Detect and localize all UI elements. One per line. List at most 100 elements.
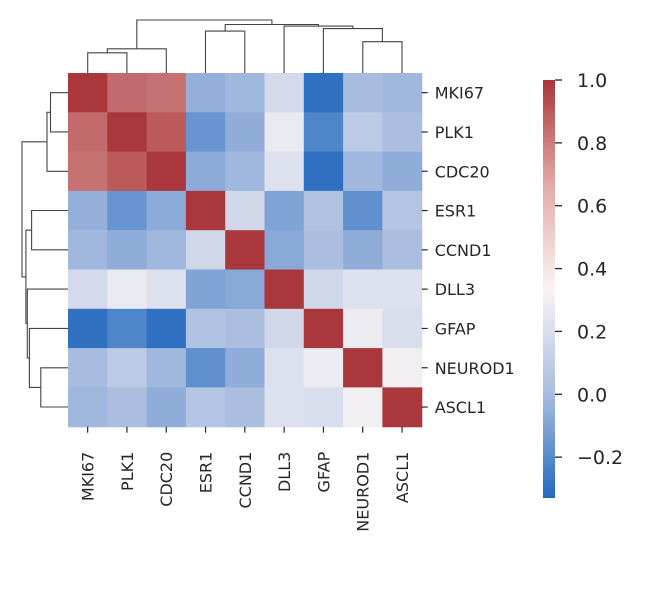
heatmap-cell-plk1-gfap bbox=[303, 112, 344, 153]
heatmap-cell-neurod1-ccnd1 bbox=[225, 348, 266, 388]
heatmap-cell-ascl1-ascl1 bbox=[382, 387, 423, 428]
heatmap-cell-ccnd1-esr1 bbox=[185, 230, 226, 271]
heatmap-cell-dll3-esr1 bbox=[185, 269, 226, 310]
heatmap-cell-gfap-neurod1 bbox=[343, 308, 383, 349]
heatmap-cell-ccnd1-ccnd1 bbox=[225, 230, 266, 271]
heatmap-cell-ascl1-cdc20 bbox=[146, 387, 187, 428]
heatmap-cell-ccnd1-ascl1 bbox=[382, 230, 423, 271]
heatmap-cell-plk1-plk1 bbox=[107, 112, 148, 153]
column-dendrogram-link bbox=[204, 30, 246, 73]
colorbar-tick-label: 0.0 bbox=[577, 384, 607, 406]
heatmap-cell-gfap-plk1 bbox=[107, 308, 148, 349]
row-dendrogram-link bbox=[28, 327, 68, 388]
heatmap-cell-ascl1-dll3 bbox=[264, 387, 305, 428]
column-label-neurod1: NEUROD1 bbox=[354, 452, 373, 532]
column-dendrogram-link bbox=[362, 41, 403, 73]
heatmap-cell-mki67-gfap bbox=[303, 73, 344, 113]
heatmap-cell-ascl1-ccnd1 bbox=[225, 387, 266, 428]
heatmap-cell-ccnd1-plk1 bbox=[107, 230, 148, 271]
colorbar-tick-label: 0.8 bbox=[577, 133, 607, 155]
heatmap-cell-mki67-ascl1 bbox=[382, 73, 423, 113]
heatmap-cell-esr1-ccnd1 bbox=[225, 190, 266, 231]
heatmap-cell-neurod1-esr1 bbox=[185, 348, 226, 388]
row-dendrogram-link bbox=[26, 288, 68, 359]
column-label-gfap: GFAP bbox=[314, 451, 333, 492]
heatmap-cell-ascl1-esr1 bbox=[185, 387, 226, 428]
heatmap-cell-plk1-mki67 bbox=[68, 112, 108, 153]
column-dendrogram-link bbox=[136, 19, 273, 49]
column-label-plk1: PLK1 bbox=[118, 452, 137, 491]
heatmap-cell-plk1-neurod1 bbox=[343, 112, 383, 153]
row-label-dll3: DLL3 bbox=[435, 280, 475, 299]
heatmap-cell-dll3-mki67 bbox=[68, 269, 108, 310]
column-dendrogram-link bbox=[224, 23, 320, 32]
heatmap-cell-mki67-plk1 bbox=[107, 73, 148, 113]
heatmap-cell-ccnd1-mki67 bbox=[68, 230, 108, 271]
colorbar-tick-label: −0.2 bbox=[577, 447, 623, 469]
heatmap-cell-dll3-cdc20 bbox=[146, 269, 187, 310]
colorbar: 1.0 0.8 0.6 0.4 0.2 0.0 −0.2 bbox=[543, 70, 623, 498]
heatmap-cell-gfap-gfap bbox=[303, 308, 344, 349]
heatmap-cell-esr1-esr1 bbox=[185, 190, 226, 231]
heatmap-cell-gfap-ascl1 bbox=[382, 308, 423, 349]
heatmap-cell-cdc20-ascl1 bbox=[382, 151, 423, 192]
heatmap-cell-ccnd1-neurod1 bbox=[343, 230, 383, 271]
heatmap-cell-esr1-ascl1 bbox=[382, 190, 423, 231]
heatmap-cell-neurod1-cdc20 bbox=[146, 348, 187, 388]
heatmap-cell-mki67-cdc20 bbox=[146, 73, 187, 113]
row-label-cdc20: CDC20 bbox=[435, 162, 490, 181]
column-label-ascl1: ASCL1 bbox=[393, 452, 412, 503]
column-dendrogram-link bbox=[322, 28, 383, 73]
row-label-mki67: MKI67 bbox=[435, 84, 484, 103]
heatmap-cell-gfap-esr1 bbox=[185, 308, 226, 349]
heatmap-cell-plk1-ccnd1 bbox=[225, 112, 266, 153]
row-dendrogram bbox=[21, 92, 68, 408]
heatmap bbox=[68, 73, 423, 428]
heatmap-cell-dll3-dll3 bbox=[264, 269, 305, 310]
heatmap-cell-dll3-neurod1 bbox=[343, 269, 383, 310]
heatmap-cell-mki67-esr1 bbox=[185, 73, 226, 113]
heatmap-cell-cdc20-plk1 bbox=[107, 151, 148, 192]
row-dendrogram-link bbox=[49, 92, 68, 133]
colorbar-tick-label: 1.0 bbox=[577, 70, 607, 92]
heatmap-cell-gfap-dll3 bbox=[264, 308, 305, 349]
row-dendrogram-link bbox=[21, 141, 47, 278]
heatmap-cell-ccnd1-dll3 bbox=[264, 230, 305, 271]
column-label-dll3: DLL3 bbox=[275, 452, 294, 492]
column-label-cdc20: CDC20 bbox=[157, 452, 176, 507]
heatmap-cell-mki67-dll3 bbox=[264, 73, 305, 113]
heatmap-cell-ascl1-plk1 bbox=[107, 387, 148, 428]
heatmap-cell-ascl1-neurod1 bbox=[343, 387, 383, 428]
heatmap-cell-mki67-mki67 bbox=[68, 73, 108, 113]
column-label-ccnd1: CCND1 bbox=[236, 452, 255, 509]
heatmap-cell-neurod1-dll3 bbox=[264, 348, 305, 388]
colorbar-tick-label: 0.6 bbox=[577, 196, 607, 218]
row-label-neurod1: NEUROD1 bbox=[435, 359, 515, 378]
heatmap-cell-dll3-ascl1 bbox=[382, 269, 423, 310]
colorbar-gradient bbox=[543, 80, 555, 498]
heatmap-cell-neurod1-mki67 bbox=[68, 348, 108, 388]
heatmap-cell-esr1-plk1 bbox=[107, 190, 148, 231]
column-dendrogram bbox=[87, 19, 403, 73]
heatmap-cell-mki67-neurod1 bbox=[343, 73, 383, 113]
row-label-ccnd1: CCND1 bbox=[435, 241, 492, 260]
heatmap-cell-esr1-cdc20 bbox=[146, 190, 187, 231]
row-label-esr1: ESR1 bbox=[435, 202, 477, 221]
heatmap-cell-mki67-ccnd1 bbox=[225, 73, 266, 113]
column-label-esr1: ESR1 bbox=[197, 452, 216, 494]
heatmap-cell-cdc20-dll3 bbox=[264, 151, 305, 192]
heatmap-cell-neurod1-neurod1 bbox=[343, 348, 383, 388]
heatmap-cell-ascl1-gfap bbox=[303, 387, 344, 428]
heatmap-cell-plk1-dll3 bbox=[264, 112, 305, 153]
column-dendrogram-link bbox=[283, 25, 354, 73]
row-label-ascl1: ASCL1 bbox=[435, 398, 486, 417]
row-dendrogram-link bbox=[31, 209, 68, 251]
heatmap-cell-ccnd1-gfap bbox=[303, 230, 344, 271]
heatmap-cell-esr1-neurod1 bbox=[343, 190, 383, 231]
heatmap-cell-dll3-plk1 bbox=[107, 269, 148, 310]
heatmap-cell-dll3-gfap bbox=[303, 269, 344, 310]
row-label-plk1: PLK1 bbox=[435, 123, 474, 142]
column-label-mki67: MKI67 bbox=[79, 452, 98, 501]
heatmap-cell-plk1-esr1 bbox=[185, 112, 226, 153]
heatmap-cell-cdc20-esr1 bbox=[185, 151, 226, 192]
